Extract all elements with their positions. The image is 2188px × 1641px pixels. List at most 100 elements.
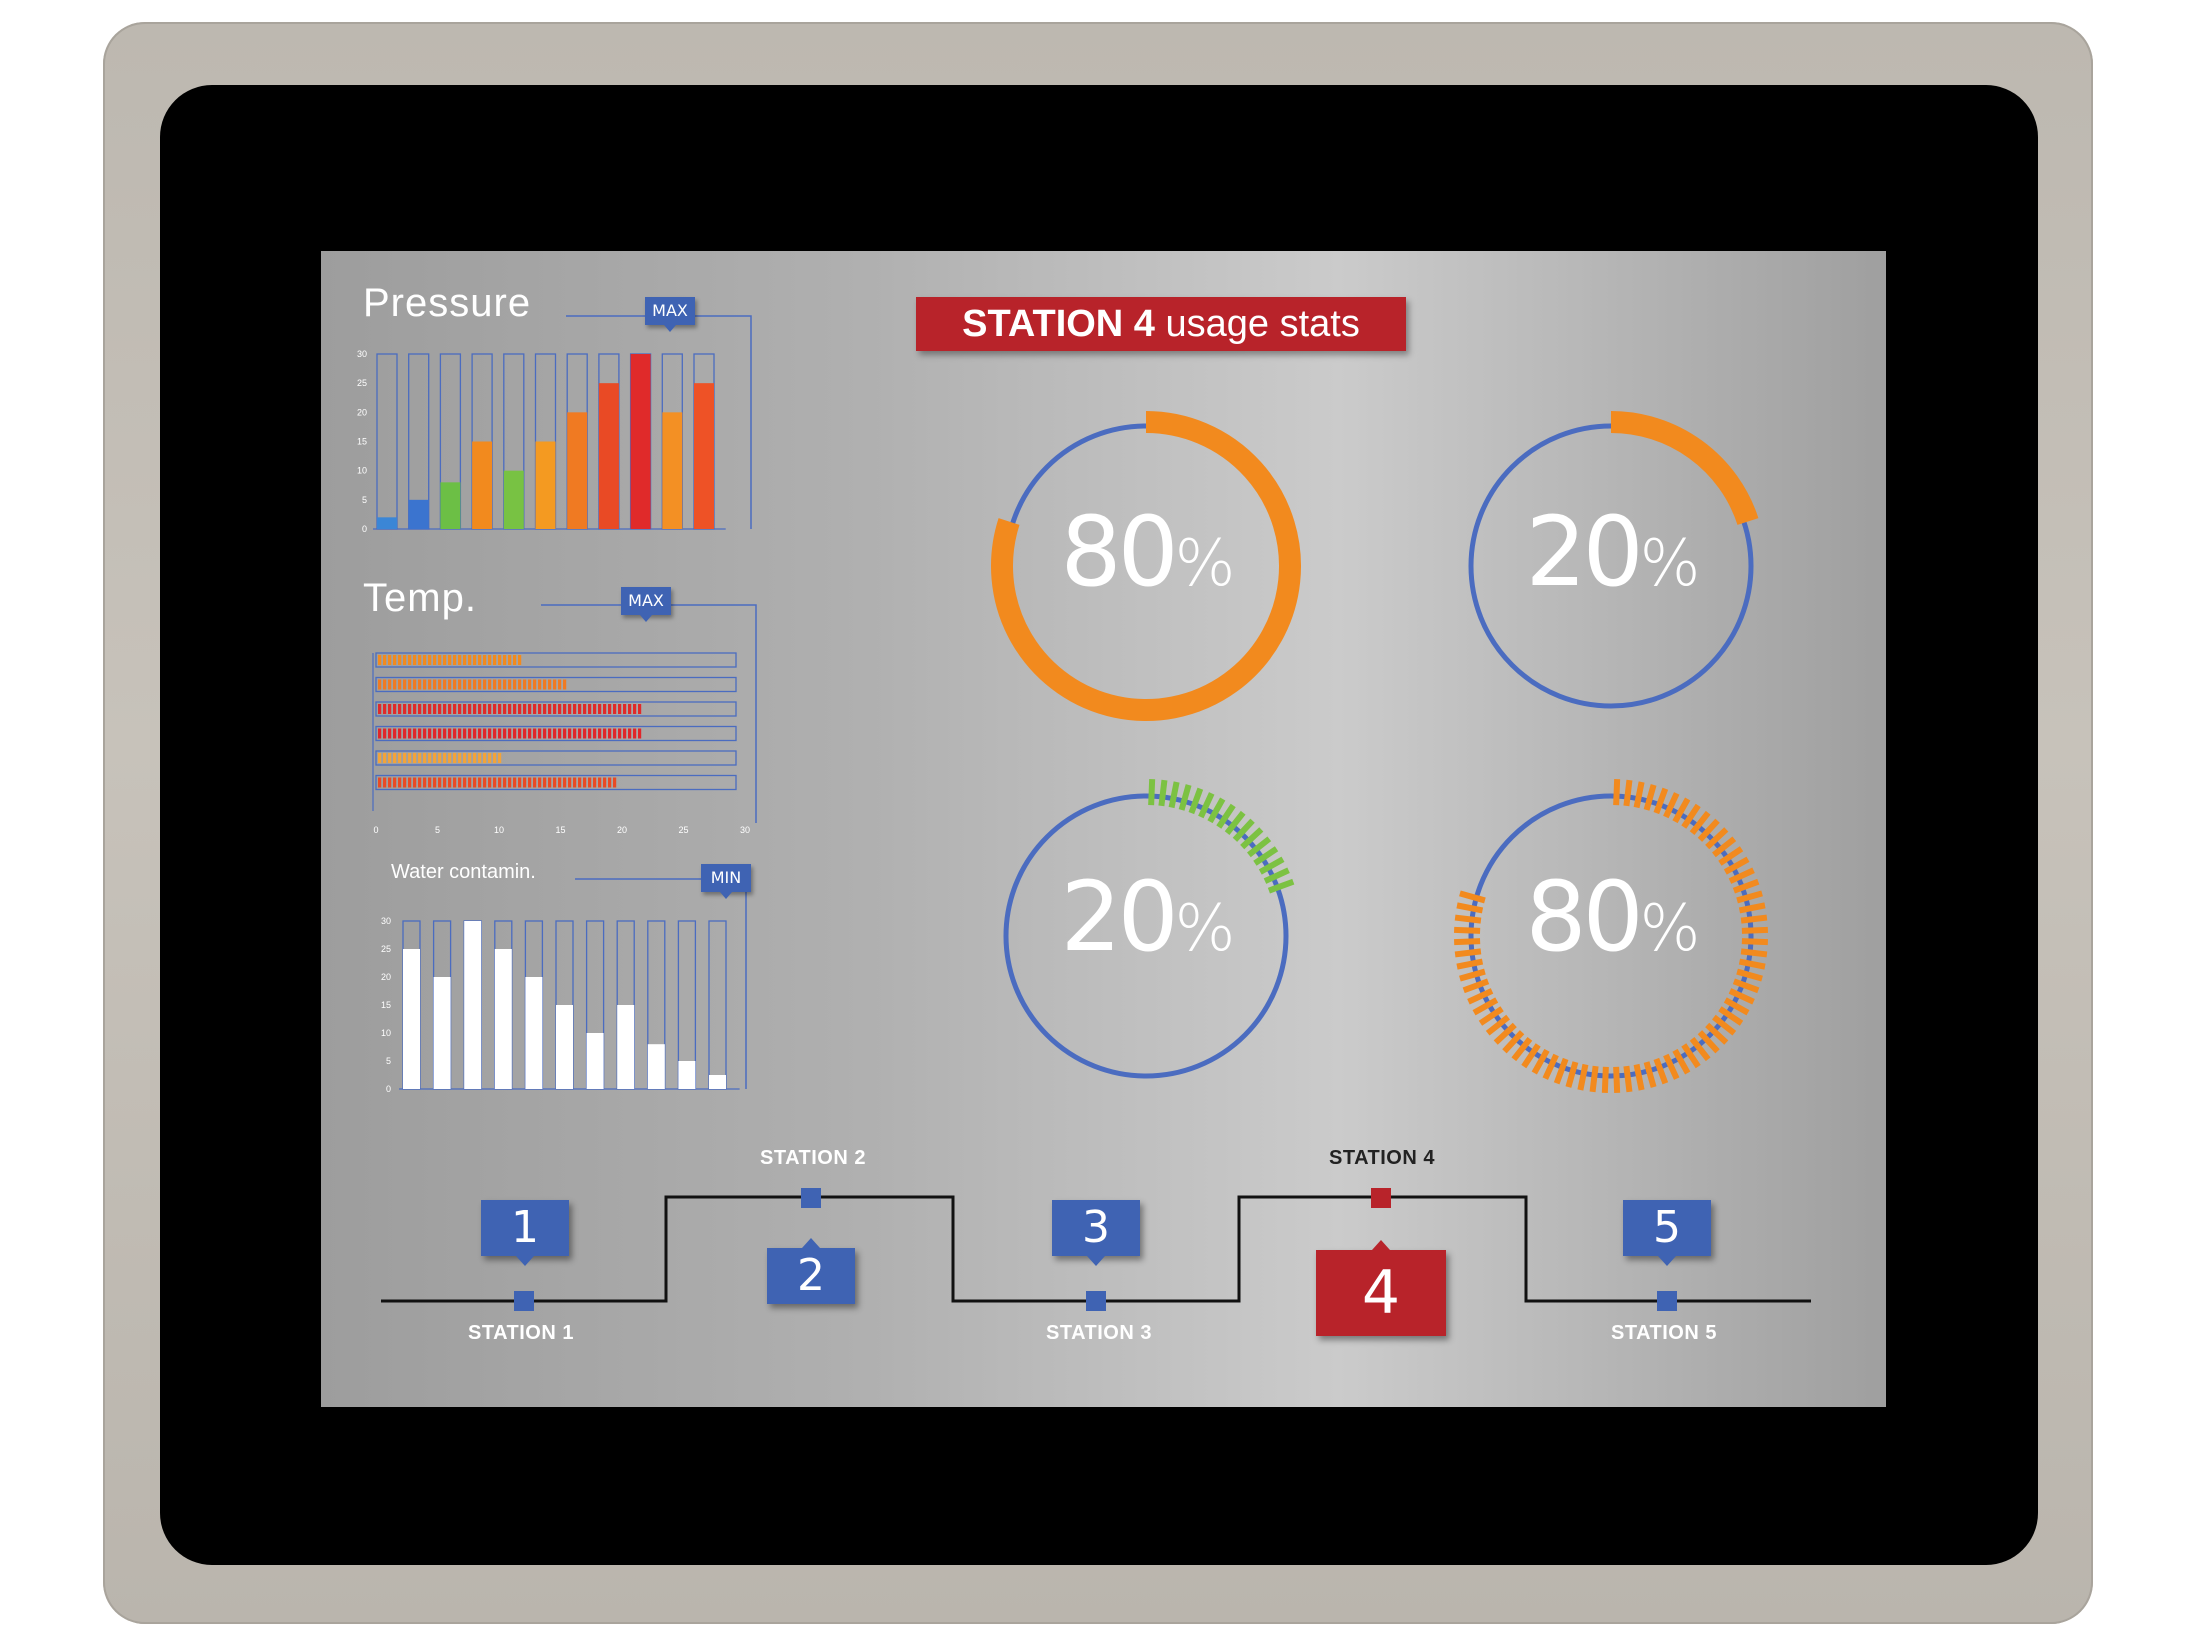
gauge-4-segment [1633, 1063, 1645, 1091]
station-5-button[interactable]: 5 [1623, 1200, 1711, 1266]
station-5-node[interactable] [1657, 1291, 1677, 1311]
station-4-node[interactable] [1371, 1188, 1391, 1208]
temp-bar-segment [543, 679, 547, 690]
temp-bar-segment [588, 728, 592, 739]
temp-bar-segment [378, 679, 382, 690]
station-2-node[interactable] [801, 1188, 821, 1208]
gauge-3-segment [1216, 803, 1236, 829]
gauge-4-segment [1681, 803, 1701, 829]
hmi-screen: 30 25 20 15 10 5 0 0 5 10 15 20 25 30 30 25 20 15 10 5 0 Pre… [321, 251, 1886, 1407]
pressure-bar [440, 482, 461, 529]
temp-bar-segment [393, 704, 397, 714]
temp-bar-segment [548, 777, 552, 788]
water-y-tick: 25 [381, 944, 391, 954]
temp-bar-segment [523, 777, 527, 788]
station-3-node[interactable] [1086, 1291, 1106, 1311]
temp-bar-segment [563, 777, 567, 788]
water-bar [525, 977, 543, 1089]
pressure-max-tag[interactable]: MAX [645, 297, 695, 332]
gauge-4-segment [1728, 867, 1755, 884]
temp-bar-segment [488, 728, 492, 739]
temp-bar-segment [488, 655, 492, 665]
temp-bar-segment [393, 679, 397, 690]
temp-bar-segment [423, 753, 427, 763]
station-2-button[interactable]: 2 [767, 1238, 855, 1304]
temp-bar-segment [423, 728, 427, 739]
temp-bar-segment [493, 704, 497, 714]
water-bar [617, 1005, 635, 1089]
temp-bar-segment [578, 777, 582, 788]
temp-bar-segment [473, 753, 477, 763]
temp-bar-segment [603, 704, 607, 714]
gauge-4-segment [1643, 1061, 1657, 1088]
temp-bar-segment [468, 728, 472, 739]
temp-bar-segment [383, 753, 387, 763]
temp-bar-segment [408, 728, 412, 739]
gauge-4-segment [1623, 1065, 1633, 1093]
temp-bar-segment [378, 777, 382, 788]
temp-bar-segment [603, 777, 607, 788]
temp-bar-segment [393, 655, 397, 665]
gauge-4-segment [1697, 1030, 1720, 1054]
water-bar [586, 1033, 604, 1089]
temp-bar-segment [483, 655, 487, 665]
pressure-bar [694, 383, 714, 529]
gauge-3-segment [1224, 810, 1246, 835]
gauge-4-segment [1689, 810, 1711, 835]
temp-bar-segment [458, 728, 462, 739]
temp-bar-segment [383, 679, 387, 690]
temp-bar-segment [433, 655, 437, 665]
water-y-tick: 15 [381, 1000, 391, 1010]
gauge-3-segment [1148, 779, 1156, 806]
gauge-4-segment [1521, 1043, 1541, 1069]
temp-bar-segment [448, 655, 452, 665]
temp-bar-segment [488, 704, 492, 714]
gauge-4-segment [1689, 1037, 1711, 1062]
temp-bar-segment [558, 679, 562, 690]
temp-bar-segment [428, 728, 432, 739]
gauge-4-segment [1741, 926, 1768, 934]
gauge-4-segment [1589, 1065, 1599, 1093]
temp-bar-slot [375, 750, 737, 766]
temp-bar-segment [463, 753, 467, 763]
gauge-4-segment [1705, 827, 1729, 850]
gauge-4-segment [1738, 958, 1766, 970]
temp-bar-segment [508, 655, 512, 665]
temp-bar-segment [613, 777, 617, 788]
temp-bar-segment [638, 704, 642, 714]
temp-bar-segment [538, 704, 542, 714]
temp-bar-segment [473, 655, 477, 665]
temp-bar-segment [563, 728, 567, 739]
temp-x-tick: 5 [435, 825, 440, 835]
gauge-4-segment [1732, 978, 1760, 994]
station-4-button[interactable]: 4 [1316, 1240, 1446, 1336]
temp-bar-segment [418, 704, 422, 714]
temp-bar-segment [473, 704, 477, 714]
water-min-tag[interactable]: MIN [701, 864, 751, 899]
station-1-node[interactable] [514, 1291, 534, 1311]
temp-bar-segment [463, 679, 467, 690]
gauge-3-segment [1240, 827, 1264, 850]
gauge-4-segment [1643, 784, 1657, 811]
gauge-4-segment [1462, 978, 1490, 994]
temp-bar-segment [453, 655, 457, 665]
temp-x-tick: 0 [373, 825, 378, 835]
station-5-label: STATION 5 [1611, 1322, 1717, 1344]
temp-max-tag[interactable]: MAX [621, 587, 671, 622]
temp-bar-segment [403, 655, 407, 665]
temp-bar-segment [493, 728, 497, 739]
temp-bar-segment [593, 704, 597, 714]
temp-bar-segment [473, 679, 477, 690]
gauge-4-segment [1723, 856, 1750, 875]
station-3-button[interactable]: 3 [1052, 1200, 1140, 1266]
gauge-3-segment [1207, 797, 1226, 824]
temp-bar-segment [403, 704, 407, 714]
water-y-tick: 0 [386, 1084, 391, 1094]
temp-bar-segment [473, 777, 477, 788]
pressure-bar [377, 517, 397, 529]
temp-bar-segment [498, 777, 502, 788]
gauge-3-value: 20% [1060, 861, 1236, 973]
station-1-button[interactable]: 1 [481, 1200, 569, 1266]
pressure-y-tick: 30 [357, 349, 367, 359]
temp-bar-slot [375, 652, 737, 668]
